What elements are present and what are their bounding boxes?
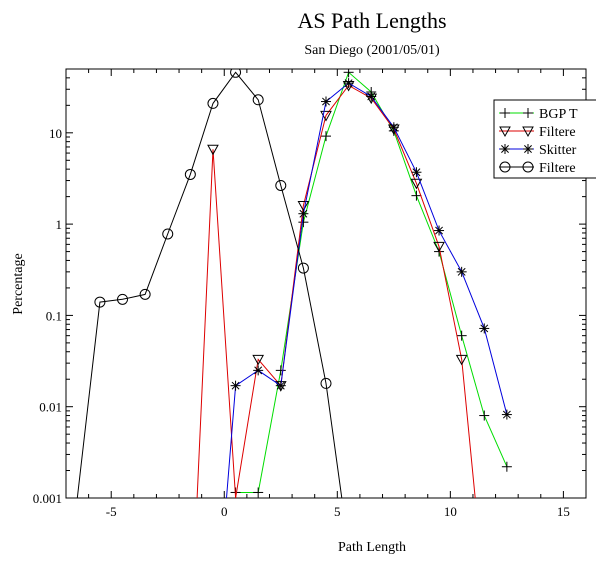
series-group bbox=[76, 69, 512, 498]
x-tick-label: 0 bbox=[221, 504, 228, 519]
data-point bbox=[298, 208, 309, 219]
data-point bbox=[184, 168, 196, 180]
data-point bbox=[275, 179, 287, 191]
data-point bbox=[479, 410, 490, 421]
data-point bbox=[207, 97, 219, 109]
y-tick-label: 1 bbox=[56, 217, 63, 232]
legend-marker bbox=[522, 126, 534, 138]
data-point bbox=[433, 241, 445, 253]
legend-marker bbox=[500, 108, 510, 118]
plot-area: -5 0 5 10 15 0.001 0.01 0.1 1 10 bbox=[33, 68, 587, 519]
series-line-3 bbox=[226, 82, 508, 498]
legend-label: Filtere bbox=[539, 161, 576, 176]
data-point bbox=[275, 365, 286, 376]
data-point bbox=[411, 190, 422, 201]
x-tick-label: 15 bbox=[557, 504, 570, 519]
data-point bbox=[434, 225, 445, 236]
data-point bbox=[411, 167, 422, 178]
legend-marker bbox=[500, 144, 510, 154]
x-tick-label: -5 bbox=[106, 504, 117, 519]
data-point bbox=[162, 228, 174, 240]
data-point bbox=[343, 69, 354, 78]
data-point bbox=[366, 91, 377, 102]
data-point bbox=[117, 293, 129, 305]
x-tick-label: 10 bbox=[444, 504, 457, 519]
legend-marker bbox=[522, 161, 534, 173]
data-point bbox=[320, 377, 332, 389]
data-point bbox=[230, 380, 241, 391]
data-point bbox=[456, 330, 467, 341]
data-point bbox=[456, 266, 467, 277]
y-tick-label: 0.001 bbox=[33, 491, 62, 506]
data-point bbox=[275, 380, 286, 391]
x-axis-label: Path Length bbox=[338, 540, 406, 555]
chart-subtitle: San Diego (2001/05/01) bbox=[304, 43, 440, 58]
data-point bbox=[298, 217, 309, 228]
legend-label: Skitter bbox=[539, 143, 577, 158]
data-point bbox=[343, 78, 354, 89]
y-axis-label: Percentage bbox=[11, 253, 26, 314]
y-tick-label: 0.1 bbox=[46, 308, 62, 323]
x-tick-label: 5 bbox=[334, 504, 341, 519]
data-point bbox=[297, 262, 309, 274]
data-point bbox=[297, 200, 310, 212]
y-tick-label: 10 bbox=[49, 126, 62, 141]
legend-label: BGP T bbox=[539, 107, 578, 122]
legend-marker bbox=[523, 144, 533, 154]
data-point bbox=[321, 131, 331, 142]
data-point bbox=[479, 323, 490, 334]
data-point bbox=[139, 288, 151, 300]
plot-frame bbox=[65, 68, 587, 499]
data-point bbox=[253, 365, 264, 376]
y-tick-label: 0.01 bbox=[39, 400, 62, 415]
data-point bbox=[501, 409, 512, 420]
data-point bbox=[321, 96, 331, 107]
data-point bbox=[207, 144, 219, 156]
data-point bbox=[94, 296, 106, 308]
data-point bbox=[252, 354, 265, 366]
series-line-4 bbox=[76, 71, 343, 498]
legend-marker bbox=[499, 126, 511, 138]
data-point bbox=[455, 354, 468, 366]
legend-marker bbox=[499, 161, 511, 173]
legend-marker bbox=[523, 108, 533, 118]
data-point bbox=[252, 94, 264, 106]
data-point bbox=[501, 461, 512, 472]
data-point bbox=[410, 178, 423, 190]
legend: BGP T Filtere Skitter Filtere bbox=[493, 99, 596, 179]
data-point bbox=[253, 487, 264, 498]
data-point bbox=[230, 69, 242, 78]
series-line-2 bbox=[196, 84, 476, 498]
chart-title: AS Path Lengths bbox=[297, 8, 446, 33]
data-point bbox=[388, 122, 399, 133]
legend-label: Filtere bbox=[539, 125, 576, 140]
